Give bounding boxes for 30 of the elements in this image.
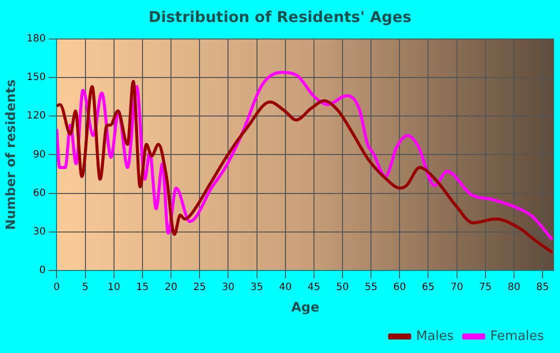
y-tick-label: 90: [32, 149, 46, 160]
x-tick-label: 35: [250, 282, 264, 293]
x-tick-label: 5: [82, 282, 88, 293]
x-tick-label: 75: [479, 282, 492, 293]
y-axis-title: Number of residents: [4, 79, 20, 230]
y-tick-label: 120: [26, 110, 46, 122]
x-tick-label: 20: [164, 282, 178, 293]
y-tick-label: 150: [26, 72, 46, 84]
x-tick-label: 70: [450, 282, 464, 293]
x-tick-label: 85: [536, 282, 549, 293]
chart-title: Distribution of Residents' Ages: [148, 8, 412, 26]
x-tick-label: 30: [222, 282, 235, 293]
x-tick-label: 15: [136, 282, 149, 293]
legend-label: Males: [416, 328, 454, 344]
x-tick-label: 25: [193, 282, 206, 293]
legend-label: Females: [490, 328, 544, 344]
x-tick-label: 55: [364, 282, 378, 293]
y-tick-label: 0: [39, 264, 46, 276]
x-tick-label: 0: [54, 282, 60, 293]
x-tick-label: 40: [278, 282, 292, 293]
x-tick-label: 50: [336, 282, 349, 293]
y-tick-label: 180: [26, 34, 46, 45]
x-axis-title: Age: [291, 300, 320, 316]
x-tick-label: 65: [422, 282, 435, 293]
x-tick-label: 10: [107, 282, 120, 293]
y-tick-label: 30: [32, 226, 46, 238]
x-tick-label: 45: [308, 282, 320, 293]
y-tick-label: 60: [32, 188, 46, 199]
x-tick-label: 60: [393, 282, 406, 293]
x-tick-label: 80: [508, 282, 520, 293]
